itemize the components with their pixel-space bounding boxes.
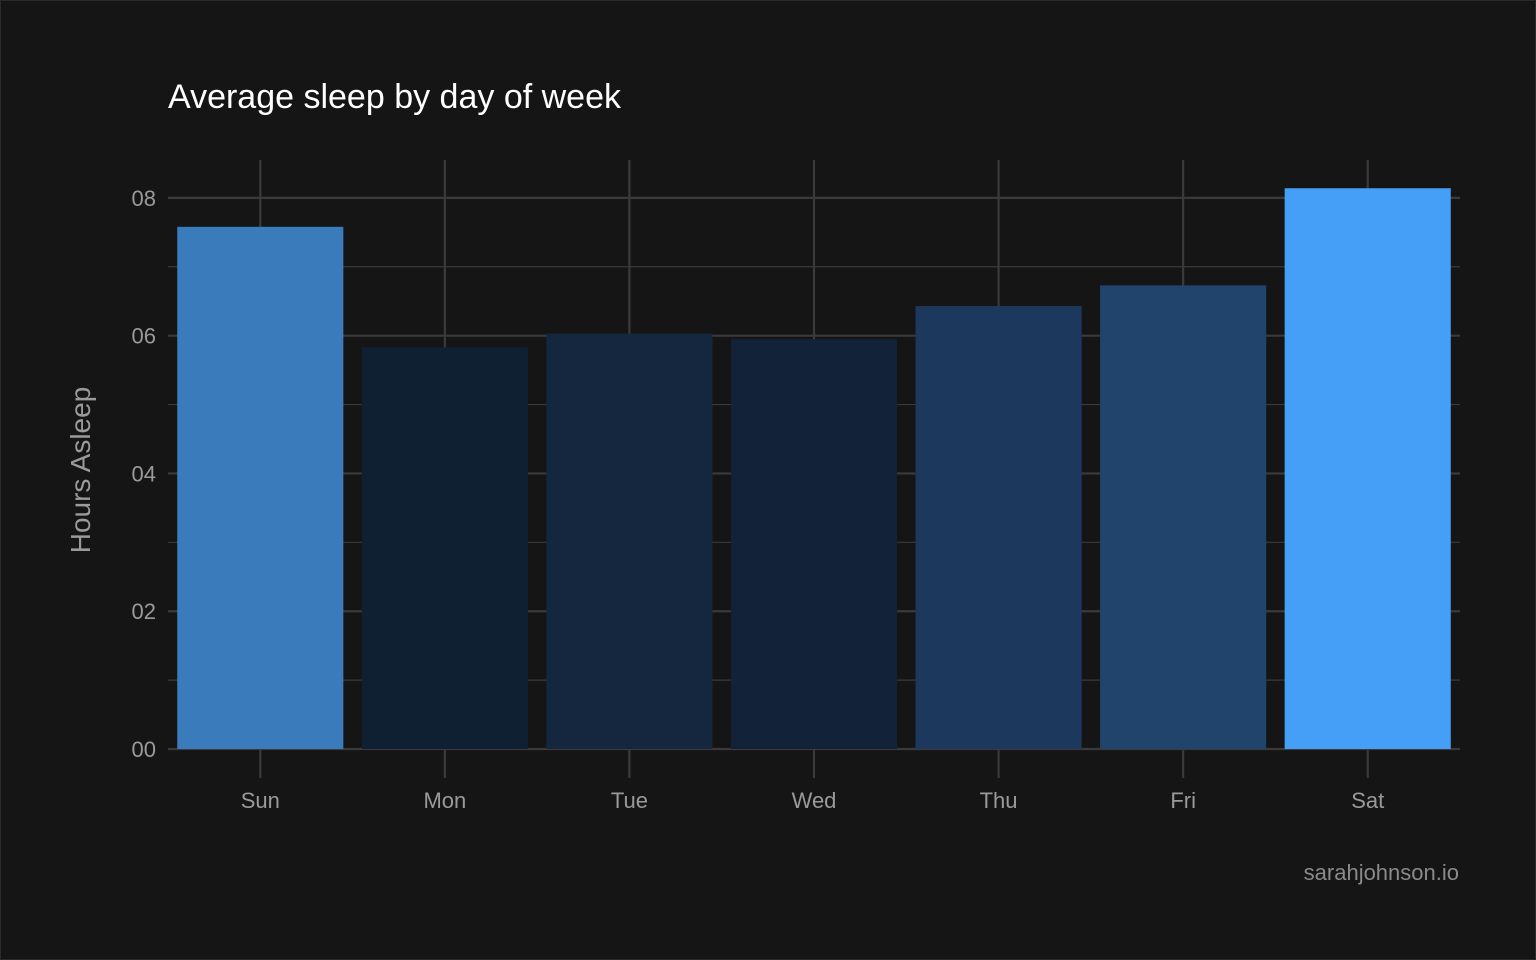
y-tick-label: 08 bbox=[132, 186, 156, 211]
x-tick-label: Sun bbox=[241, 788, 280, 813]
bar-sun bbox=[177, 226, 344, 750]
y-tick-label: 00 bbox=[132, 737, 156, 762]
x-tick-label: Tue bbox=[611, 788, 648, 813]
caption: sarahjohnson.io bbox=[1304, 860, 1459, 885]
bar-fri bbox=[1100, 285, 1267, 749]
bar-tue bbox=[546, 333, 713, 749]
y-tick-label: 02 bbox=[132, 599, 156, 624]
y-tick-label: 04 bbox=[132, 461, 156, 486]
x-tick-label: Mon bbox=[423, 788, 466, 813]
chart-title: Average sleep by day of week bbox=[168, 78, 622, 116]
y-axis-label: Hours Asleep bbox=[65, 387, 96, 554]
x-tick-label: Fri bbox=[1170, 788, 1196, 813]
x-tick-label: Wed bbox=[792, 788, 837, 813]
axes: 00 02 04 06 08 Sun Mon Tue Wed Thu Fri Sat bbox=[132, 186, 1385, 813]
bar-sat bbox=[1284, 188, 1451, 749]
bar-thu bbox=[915, 306, 1082, 749]
x-tick-label: Sat bbox=[1351, 788, 1384, 813]
y-tick-label: 06 bbox=[132, 324, 156, 349]
bars bbox=[177, 188, 1451, 750]
x-tick-label: Thu bbox=[980, 788, 1018, 813]
bar-mon bbox=[361, 347, 528, 749]
bar-wed bbox=[730, 339, 898, 749]
